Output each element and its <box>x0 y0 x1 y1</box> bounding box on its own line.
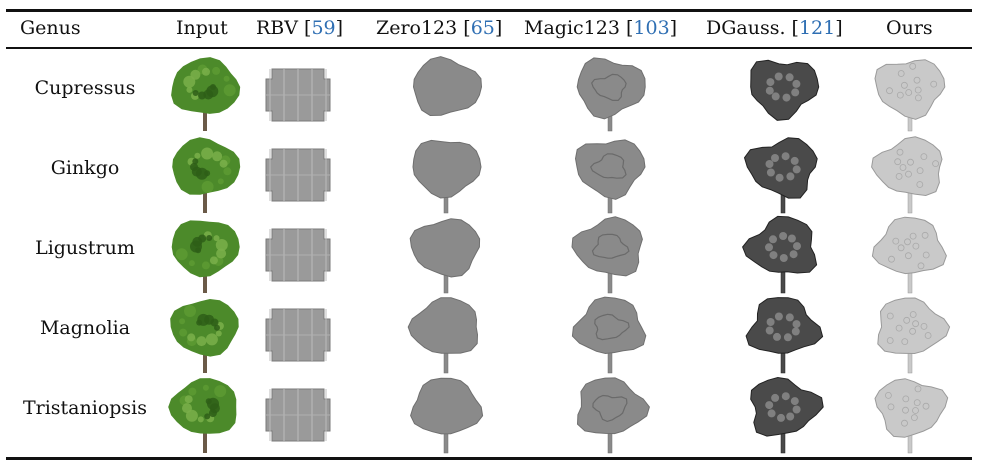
cupressus-magic123-mesh <box>568 55 652 135</box>
cupressus-input-photo <box>163 55 247 135</box>
bracket-close: ] <box>669 17 678 39</box>
header-rbv: RBV [59] <box>256 14 343 42</box>
tristaniopsis-rbv-mesh <box>256 375 340 455</box>
header-input-label: Input <box>176 17 228 39</box>
header-genus-label: Genus <box>20 17 81 39</box>
ginkgo-rbv-mesh <box>256 135 340 215</box>
bracket-close: ] <box>335 17 344 39</box>
genus-label-ligustrum: Ligustrum <box>35 237 135 259</box>
header-zero123: Zero123 [65] <box>376 14 502 42</box>
header-zero123-label: Zero123 [ <box>376 17 471 39</box>
ligustrum-dgauss-mesh <box>741 215 825 295</box>
cupressus-dgauss-mesh <box>741 55 825 135</box>
ligustrum-input-photo <box>163 215 247 295</box>
header-rule <box>6 47 972 49</box>
header-input: Input <box>176 14 228 42</box>
header-magic123-label: Magic123 [ <box>524 17 634 39</box>
bracket-close: ] <box>835 17 843 39</box>
header-genus: Genus <box>20 14 81 42</box>
ginkgo-magic123-mesh <box>568 135 652 215</box>
tristaniopsis-input-photo <box>163 375 247 455</box>
ligustrum-magic123-mesh <box>568 215 652 295</box>
ligustrum-ours-mesh <box>868 215 952 295</box>
magnolia-ours-mesh <box>868 295 952 375</box>
header-ours-label: Ours <box>886 17 933 39</box>
citation-link[interactable]: 103 <box>633 17 670 39</box>
magnolia-input-photo <box>163 295 247 375</box>
genus-label-tristaniopsis: Tristaniopsis <box>22 397 148 419</box>
magnolia-dgauss-mesh <box>741 295 825 375</box>
genus-label-ginkgo: Ginkgo <box>50 157 120 179</box>
header-rbv-label: RBV [ <box>256 17 312 39</box>
magnolia-magic123-mesh <box>568 295 652 375</box>
tristaniopsis-ours-mesh <box>868 375 952 455</box>
cupressus-rbv-mesh <box>256 55 340 135</box>
ginkgo-input-photo <box>163 135 247 215</box>
ligustrum-zero123-mesh <box>404 215 488 295</box>
ligustrum-rbv-mesh <box>256 215 340 295</box>
ginkgo-dgauss-mesh <box>741 135 825 215</box>
tristaniopsis-magic123-mesh <box>568 375 652 455</box>
top-rule <box>6 9 972 12</box>
citation-link[interactable]: 65 <box>470 17 495 39</box>
tristaniopsis-dgauss-mesh <box>741 375 825 455</box>
header-ours: Ours <box>886 14 933 42</box>
bracket-close: ] <box>494 17 503 39</box>
header-dgauss: DGauss. [121] <box>706 14 843 42</box>
magnolia-rbv-mesh <box>256 295 340 375</box>
magnolia-zero123-mesh <box>404 295 488 375</box>
header-dgauss-label: DGauss. [ <box>706 17 799 39</box>
genus-label-magnolia: Magnolia <box>39 317 131 339</box>
ginkgo-zero123-mesh <box>404 135 488 215</box>
genus-label-cupressus: Cupressus <box>34 77 136 99</box>
citation-link[interactable]: 59 <box>311 17 336 39</box>
citation-link[interactable]: 121 <box>798 17 836 39</box>
bottom-rule <box>6 457 972 460</box>
cupressus-zero123-mesh <box>404 55 488 135</box>
header-magic123: Magic123 [103] <box>524 14 677 42</box>
tristaniopsis-zero123-mesh <box>404 375 488 455</box>
ginkgo-ours-mesh <box>868 135 952 215</box>
cupressus-ours-mesh <box>868 55 952 135</box>
